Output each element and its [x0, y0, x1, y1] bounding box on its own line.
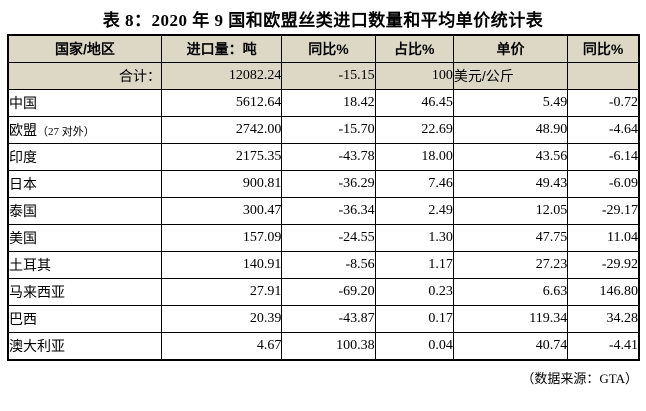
table-row: 马来西亚 27.91 -69.20 0.23 6.63 146.80: [7, 278, 640, 306]
page-title: 表 8：2020 年 9 国和欧盟丝类进口数量和平均单价统计表: [102, 11, 544, 30]
cell-country: 欧盟（27 对外）: [7, 116, 162, 144]
cell-yoy: -69.20: [281, 278, 376, 306]
cell-country: 泰国: [7, 197, 162, 225]
cell-volume: 4.67: [160, 332, 283, 361]
cell-price-yoy: -4.41: [567, 332, 640, 361]
cell-share: 0.04: [374, 332, 454, 361]
col-header-price: 单价: [452, 34, 569, 63]
country-name: 美国: [9, 232, 37, 247]
table-row: 巴西 20.39 -43.87 0.17 119.34 34.28: [7, 305, 640, 333]
cell-country: 日本: [7, 170, 162, 198]
col-header-yoy: 同比%: [281, 34, 376, 63]
country-name: 马来西亚: [9, 286, 65, 301]
cell-yoy: -24.55: [281, 224, 376, 252]
cell-price: 119.34: [452, 305, 569, 333]
cell-volume: 20.39: [160, 305, 283, 333]
total-row: 合计： 12082.24 -15.15 100 美元/公斤: [7, 62, 640, 90]
cell-share: 46.45: [374, 89, 454, 117]
cell-yoy: -8.56: [281, 251, 376, 279]
cell-price-yoy: -6.14: [567, 143, 640, 171]
import-stats-table: 国家/地区 进口量：吨 同比% 占比% 单价 同比% 合计： 12082.24 …: [7, 34, 640, 361]
table-row: 土耳其 140.91 -8.56 1.17 27.23 -29.92: [7, 251, 640, 279]
cell-price-yoy: -6.09: [567, 170, 640, 198]
cell-volume: 140.91: [160, 251, 283, 279]
cell-price-yoy: 146.80: [567, 278, 640, 306]
table-row: 美国 157.09 -24.55 1.30 47.75 11.04: [7, 224, 640, 252]
cell-country: 美国: [7, 224, 162, 252]
cell-country: 马来西亚: [7, 278, 162, 306]
cell-price-yoy: 11.04: [567, 224, 640, 252]
cell-yoy: 100.38: [281, 332, 376, 361]
col-header-volume: 进口量：吨: [160, 34, 283, 63]
country-name: 泰国: [9, 205, 37, 220]
cell-yoy: -36.34: [281, 197, 376, 225]
cell-volume: 2175.35: [160, 143, 283, 171]
cell-price: 47.75: [452, 224, 569, 252]
total-share: 100: [374, 62, 454, 90]
table-row: 中国 5612.64 18.42 46.45 5.49 -0.72: [7, 89, 640, 117]
cell-share: 22.69: [374, 116, 454, 144]
total-yoy: -15.15: [281, 62, 376, 90]
cell-share: 0.17: [374, 305, 454, 333]
cell-price: 43.56: [452, 143, 569, 171]
cell-price-yoy: -29.92: [567, 251, 640, 279]
source-note: （数据来源：GTA）: [521, 371, 638, 386]
cell-price: 6.63: [452, 278, 569, 306]
cell-price: 5.49: [452, 89, 569, 117]
cell-volume: 157.09: [160, 224, 283, 252]
cell-share: 1.30: [374, 224, 454, 252]
cell-volume: 900.81: [160, 170, 283, 198]
cell-price: 48.90: [452, 116, 569, 144]
cell-yoy: -43.78: [281, 143, 376, 171]
cell-yoy: -43.87: [281, 305, 376, 333]
col-header-country: 国家/地区: [7, 34, 162, 63]
country-name: 印度: [9, 151, 37, 166]
cell-price-yoy: 34.28: [567, 305, 640, 333]
cell-price: 27.23: [452, 251, 569, 279]
cell-price-yoy: -0.72: [567, 89, 640, 117]
cell-volume: 300.47: [160, 197, 283, 225]
cell-share: 7.46: [374, 170, 454, 198]
country-name: 巴西: [9, 313, 37, 328]
cell-price: 12.05: [452, 197, 569, 225]
cell-volume: 27.91: [160, 278, 283, 306]
cell-volume: 5612.64: [160, 89, 283, 117]
cell-country: 巴西: [7, 305, 162, 333]
cell-share: 0.23: [374, 278, 454, 306]
total-label: 合计：: [7, 62, 162, 90]
cell-yoy: -36.29: [281, 170, 376, 198]
cell-country: 澳大利亚: [7, 332, 162, 361]
country-name: 中国: [9, 97, 37, 112]
cell-volume: 2742.00: [160, 116, 283, 144]
col-header-price-yoy: 同比%: [567, 34, 640, 63]
table-row: 印度 2175.35 -43.78 18.00 43.56 -6.14: [7, 143, 640, 171]
table-row: 欧盟（27 对外） 2742.00 -15.70 22.69 48.90 -4.…: [7, 116, 640, 144]
country-note: （27 对外）: [37, 126, 95, 138]
total-volume: 12082.24: [160, 62, 283, 90]
cell-country: 印度: [7, 143, 162, 171]
cell-yoy: -15.70: [281, 116, 376, 144]
cell-price: 49.43: [452, 170, 569, 198]
cell-country: 中国: [7, 89, 162, 117]
country-name: 欧盟: [9, 124, 37, 139]
cell-country: 土耳其: [7, 251, 162, 279]
cell-yoy: 18.42: [281, 89, 376, 117]
header-row: 国家/地区 进口量：吨 同比% 占比% 单价 同比%: [7, 34, 640, 63]
table-row: 日本 900.81 -36.29 7.46 49.43 -6.09: [7, 170, 640, 198]
cell-price-yoy: -29.17: [567, 197, 640, 225]
country-name: 澳大利亚: [9, 340, 65, 355]
country-name: 土耳其: [9, 259, 51, 274]
cell-price-yoy: -4.64: [567, 116, 640, 144]
cell-share: 18.00: [374, 143, 454, 171]
cell-share: 2.49: [374, 197, 454, 225]
table-row: 澳大利亚 4.67 100.38 0.04 40.74 -4.41: [7, 332, 640, 361]
table-row: 泰国 300.47 -36.34 2.49 12.05 -29.17: [7, 197, 640, 225]
cell-share: 1.17: [374, 251, 454, 279]
price-unit-label: 美元/公斤: [452, 62, 569, 90]
col-header-share: 占比%: [374, 34, 454, 63]
cell-price: 40.74: [452, 332, 569, 361]
country-name: 日本: [9, 178, 37, 193]
total-price-yoy: [567, 62, 640, 90]
